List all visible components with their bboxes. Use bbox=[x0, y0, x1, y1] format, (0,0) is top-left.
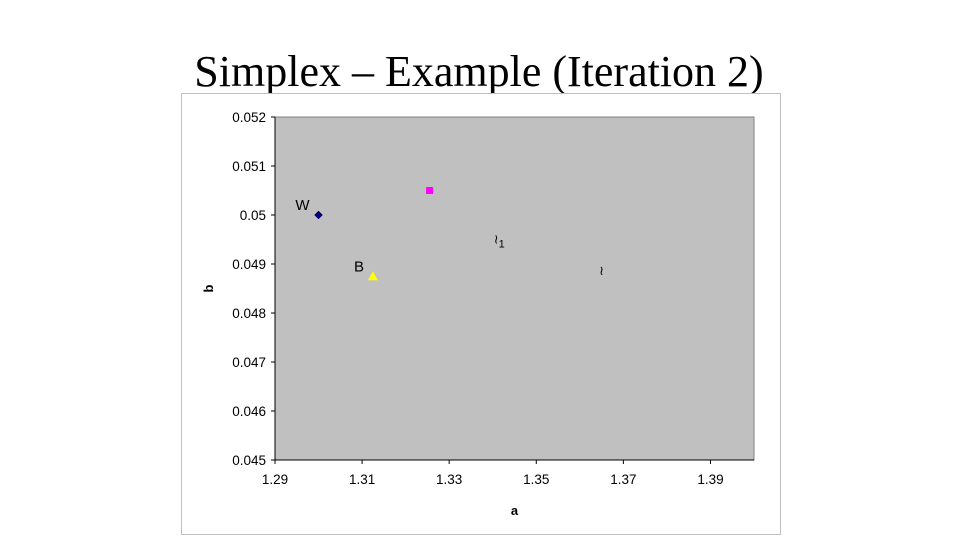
scatter-chart: 0.045 0.046 0.047 0.048 0.049 0.05 0.051 0.052 1… bbox=[201, 110, 755, 518]
x-tick-label: 1.31 bbox=[349, 472, 375, 487]
point-marker-square bbox=[426, 187, 434, 194]
y-tick-label: 0.046 bbox=[232, 404, 266, 419]
x-axis-title: a bbox=[511, 503, 519, 518]
point-marker-triangle bbox=[367, 271, 378, 281]
y-tick-label: 0.049 bbox=[232, 257, 266, 272]
x-tick-label: 1.33 bbox=[436, 472, 462, 487]
annotation-label: ≀1 bbox=[494, 231, 505, 250]
y-tick-label: 0.047 bbox=[232, 355, 266, 370]
x-tick-label: 1.35 bbox=[523, 472, 549, 487]
x-tick-label: 1.29 bbox=[262, 472, 288, 487]
point-label-b: B bbox=[354, 258, 364, 275]
annotation-label: ≀ bbox=[599, 263, 604, 278]
y-tick-label: 0.052 bbox=[232, 110, 266, 125]
slide-title: Simplex – Example (Iteration 2) bbox=[194, 47, 764, 96]
y-tick-label: 0.051 bbox=[232, 159, 266, 174]
y-tick-label: 0.05 bbox=[240, 208, 266, 223]
x-tick-label: 1.37 bbox=[610, 472, 636, 487]
y-axis-title: b bbox=[201, 284, 216, 292]
point-label-w: W bbox=[295, 197, 310, 214]
y-tick-label: 0.045 bbox=[232, 453, 266, 468]
point-marker-diamond bbox=[314, 210, 323, 220]
chart-frame: 0.045 0.046 0.047 0.048 0.049 0.05 0.051 0.052 1… bbox=[181, 93, 781, 535]
plot-area bbox=[274, 116, 755, 461]
x-tick-label: 1.39 bbox=[697, 472, 723, 487]
y-tick-label: 0.048 bbox=[232, 306, 266, 321]
